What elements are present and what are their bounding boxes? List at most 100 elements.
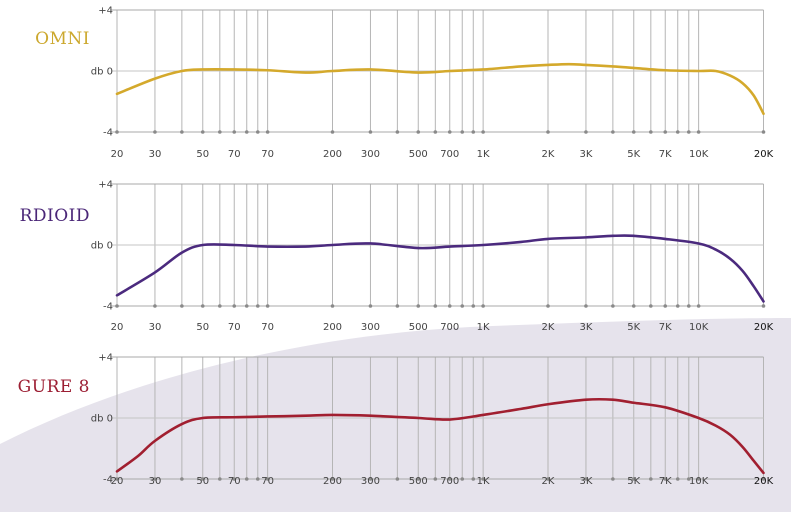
x-tick-label: 70 [228, 149, 241, 160]
x-tick-label: 5K [627, 149, 640, 160]
axis-tick-dot [631, 130, 636, 134]
axis-tick-dot [460, 130, 465, 134]
x-tick-label: 7K [659, 149, 672, 160]
axis-tick-dot [416, 130, 421, 134]
axis-tick-dot [200, 477, 205, 481]
axis-tick-dot [696, 477, 701, 481]
axis-tick-dot [696, 304, 701, 308]
axis-tick-dot [395, 130, 400, 134]
x-tick-label: 1K [477, 476, 490, 487]
axis-tick-dot [686, 130, 691, 134]
x-tick-label: 500 [409, 476, 428, 487]
y-tick-label: +4 [98, 353, 113, 364]
axis-tick-dot [115, 304, 119, 308]
axis-tick-dot [481, 477, 485, 481]
axis-tick-dot [481, 304, 485, 308]
axis-tick-dot [649, 477, 653, 481]
axis-tick-dot [584, 477, 588, 481]
x-tick-label: 10K [689, 322, 709, 333]
axis-tick-dot [232, 130, 237, 134]
x-tick-label: 1K [477, 322, 490, 333]
y-tick-label: +4 [98, 6, 113, 17]
axis-tick-dot [761, 304, 766, 308]
axis-tick-dot [153, 130, 157, 134]
axis-tick-dot [115, 130, 119, 134]
chart-panel-3: +4 db 0 -420 30 50 70 70 200 300 500 700 1K 2K 3K 5K 7K… [18, 353, 774, 488]
axis-tick-dot [244, 477, 249, 481]
x-tick-label: 5K [627, 322, 640, 333]
x-tick-label: 20 [111, 322, 124, 333]
chart-panel-2: +4 db 0 -4 20 30 50 70 70 200 300 500 700 1K 2K 3K 5K 7K… [20, 180, 774, 334]
axis-tick-dot [584, 130, 588, 134]
x-tick-label: 3K [579, 476, 592, 487]
axis-tick-dot [584, 304, 588, 308]
y-tick-label: db 0 [91, 67, 113, 78]
x-tick-label: 700 [440, 322, 459, 333]
axis-tick-dot [481, 130, 485, 134]
x-tick-label: 20K [754, 476, 774, 487]
x-tick-label: 20K [754, 149, 774, 160]
axis-tick-dot [255, 477, 260, 481]
axis-tick-dot [153, 304, 157, 308]
axis-tick-dot [649, 130, 653, 134]
axis-tick-dot [265, 304, 270, 308]
x-tick-label: 50 [196, 322, 209, 333]
x-tick-label: 10K [689, 149, 709, 160]
x-tick-label: 30 [149, 322, 162, 333]
axis-tick-dot [180, 304, 184, 308]
x-tick-label: 10K [689, 476, 709, 487]
axis-tick-dot [244, 130, 249, 134]
axis-tick-dot [395, 477, 400, 481]
axis-tick-dot [611, 477, 615, 481]
axis-tick-dot [180, 477, 184, 481]
response-curve [115, 397, 765, 475]
axis-tick-dot [686, 477, 691, 481]
axis-tick-dot [611, 304, 615, 308]
axis-tick-dot [115, 477, 119, 481]
axis-tick-dot [330, 477, 335, 481]
axis-tick-dot [433, 130, 438, 134]
y-tick-label: db 0 [91, 414, 113, 425]
axis-tick-dot [675, 130, 680, 134]
x-tick-label: 200 [323, 476, 342, 487]
x-tick-label: 2K [542, 476, 555, 487]
axis-tick-dot [471, 130, 476, 134]
x-tick-label: 70 [261, 149, 274, 160]
y-tick-label: db 0 [91, 241, 113, 252]
axis-tick-dot [761, 477, 766, 481]
axis-tick-dot [218, 130, 222, 134]
axis-tick-dot [460, 304, 465, 308]
x-tick-label: 300 [361, 476, 380, 487]
axis-tick-dot [663, 130, 668, 134]
axis-tick-dot [368, 477, 373, 481]
x-tick-label: 30 [149, 149, 162, 160]
x-tick-label: 1K [477, 149, 490, 160]
axis-tick-dot [546, 130, 550, 134]
x-tick-label: 70 [261, 476, 274, 487]
axis-tick-dot [761, 130, 766, 134]
axis-tick-dot [471, 477, 476, 481]
axis-tick-dot [631, 304, 636, 308]
axis-tick-dot [696, 130, 701, 134]
axis-tick-dot [416, 304, 421, 308]
axis-tick-dot [631, 477, 636, 481]
axis-tick-dot [675, 477, 680, 481]
axis-tick-dot [232, 477, 237, 481]
x-tick-label: 20 [111, 149, 124, 160]
axis-tick-dot [675, 304, 680, 308]
axis-tick-dot [153, 477, 157, 481]
axis-tick-dot [649, 304, 653, 308]
axis-tick-dot [368, 130, 373, 134]
x-tick-label: 70 [228, 322, 241, 333]
y-tick-label: -4 [103, 128, 113, 139]
axis-tick-dot [663, 477, 668, 481]
axis-tick-dot [232, 304, 237, 308]
x-tick-label: 200 [323, 149, 342, 160]
axis-tick-dot [244, 304, 249, 308]
x-tick-label: 7K [659, 476, 672, 487]
axis-tick-dot [447, 130, 452, 134]
axis-tick-dot [686, 304, 691, 308]
background-swoosh [0, 318, 791, 512]
x-tick-label: 300 [361, 149, 380, 160]
axis-tick-dot [416, 477, 421, 481]
